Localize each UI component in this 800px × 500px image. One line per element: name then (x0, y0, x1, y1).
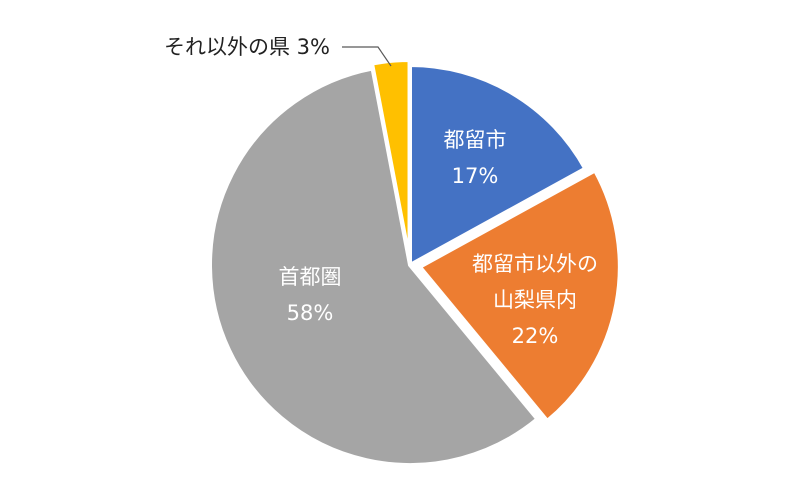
slice-label-tsuru-city-line: 都留市 (444, 128, 507, 152)
slice-tsuru-city (408, 63, 588, 267)
slice-label-other-yamanashi-line: 山梨県内 (493, 288, 577, 312)
slice-other-yamanashi (417, 168, 622, 423)
slice-label-tsuru-city: 都留市 17% (444, 128, 507, 188)
slice-label-shutoken-line: 58% (287, 301, 334, 325)
slice-shutoken (208, 66, 540, 467)
slice-label-shutoken: 首都圏 58% (279, 265, 342, 325)
slice-label-other-yamanashi: 都留市以外の山梨県内 22% (472, 252, 598, 348)
callout-label-other-prefectures: それ以外の県 3% (164, 35, 330, 59)
callout-leader-line (342, 46, 392, 67)
slice-label-other-yamanashi-line: 都留市以外の (472, 252, 598, 276)
slice-label-tsuru-city-line: 17% (452, 164, 499, 188)
slice-label-other-yamanashi-line: 22% (512, 324, 559, 348)
slice-label-shutoken-line: 首都圏 (279, 265, 342, 289)
slice-other-prefectures (370, 58, 412, 263)
